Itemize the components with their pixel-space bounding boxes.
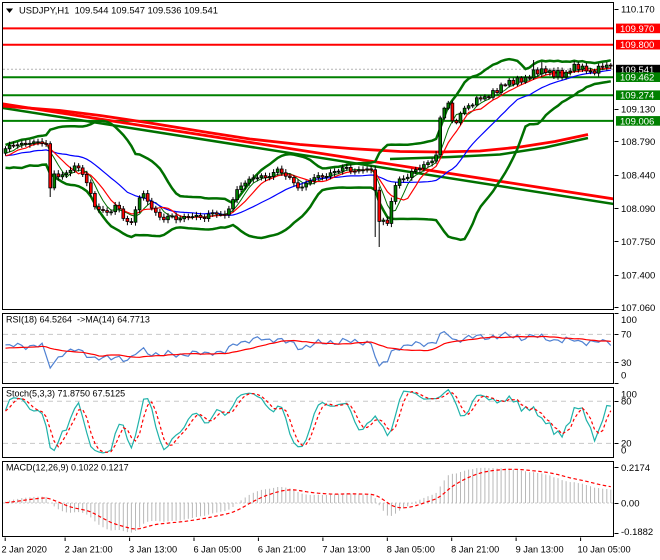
svg-text:0: 0 xyxy=(621,371,626,382)
svg-text:110.170: 110.170 xyxy=(621,5,655,16)
svg-text:-0.1882: -0.1882 xyxy=(621,527,653,538)
svg-text:0.2174: 0.2174 xyxy=(621,463,650,474)
svg-text:20: 20 xyxy=(621,439,632,450)
svg-text:109.541: 109.541 xyxy=(620,65,654,76)
svg-text:107.400: 107.400 xyxy=(621,270,655,281)
svg-text:0.00: 0.00 xyxy=(621,498,640,509)
svg-text:108.090: 108.090 xyxy=(621,204,655,215)
svg-text:8 Jan 21:00: 8 Jan 21:00 xyxy=(451,545,499,555)
svg-text:30: 30 xyxy=(621,358,632,369)
svg-text:6 Jan 05:00: 6 Jan 05:00 xyxy=(193,545,241,555)
svg-text:0: 0 xyxy=(621,445,626,456)
svg-text:108.790: 108.790 xyxy=(621,137,655,148)
svg-text:100: 100 xyxy=(621,389,637,400)
svg-text:109.462: 109.462 xyxy=(620,73,654,84)
svg-text:RSI(18) 64.5264 ->MA(14) 64.7: RSI(18) 64.5264 ->MA(14) 64.7713 xyxy=(6,315,150,325)
svg-text:10 Jan 05:00: 10 Jan 05:00 xyxy=(578,545,631,555)
svg-text:109.274: 109.274 xyxy=(620,91,654,102)
svg-text:8 Jan 05:00: 8 Jan 05:00 xyxy=(387,545,435,555)
svg-text:107.750: 107.750 xyxy=(621,237,655,248)
svg-text:109.970: 109.970 xyxy=(620,24,654,35)
svg-text:108.440: 108.440 xyxy=(621,171,655,182)
svg-text:109.130: 109.130 xyxy=(621,104,655,115)
svg-text:Stoch(5,3,3) 71.8750 67.5125: Stoch(5,3,3) 71.8750 67.5125 xyxy=(6,389,125,399)
svg-text:109.800: 109.800 xyxy=(620,40,654,51)
svg-text:107.060: 107.060 xyxy=(621,303,655,314)
svg-text:3 Jan 13:00: 3 Jan 13:00 xyxy=(129,545,177,555)
svg-text:6 Jan 21:00: 6 Jan 21:00 xyxy=(258,545,306,555)
svg-text:MACD(12,26,9) 0.1022 0.1217: MACD(12,26,9) 0.1022 0.1217 xyxy=(6,463,129,473)
svg-text:100: 100 xyxy=(621,315,637,326)
svg-text:109.006: 109.006 xyxy=(620,116,654,127)
svg-text:7 Jan 13:00: 7 Jan 13:00 xyxy=(322,545,370,555)
svg-text:2 Jan 21:00: 2 Jan 21:00 xyxy=(65,545,113,555)
svg-text:USDJPY,H1 109.544 109.547 109: USDJPY,H1 109.544 109.547 109.536 109.54… xyxy=(19,5,218,16)
svg-text:2 Jan 2020: 2 Jan 2020 xyxy=(1,545,46,555)
svg-text:70: 70 xyxy=(621,330,632,341)
svg-text:9 Jan 13:00: 9 Jan 13:00 xyxy=(516,545,564,555)
svg-text:80: 80 xyxy=(621,397,632,408)
